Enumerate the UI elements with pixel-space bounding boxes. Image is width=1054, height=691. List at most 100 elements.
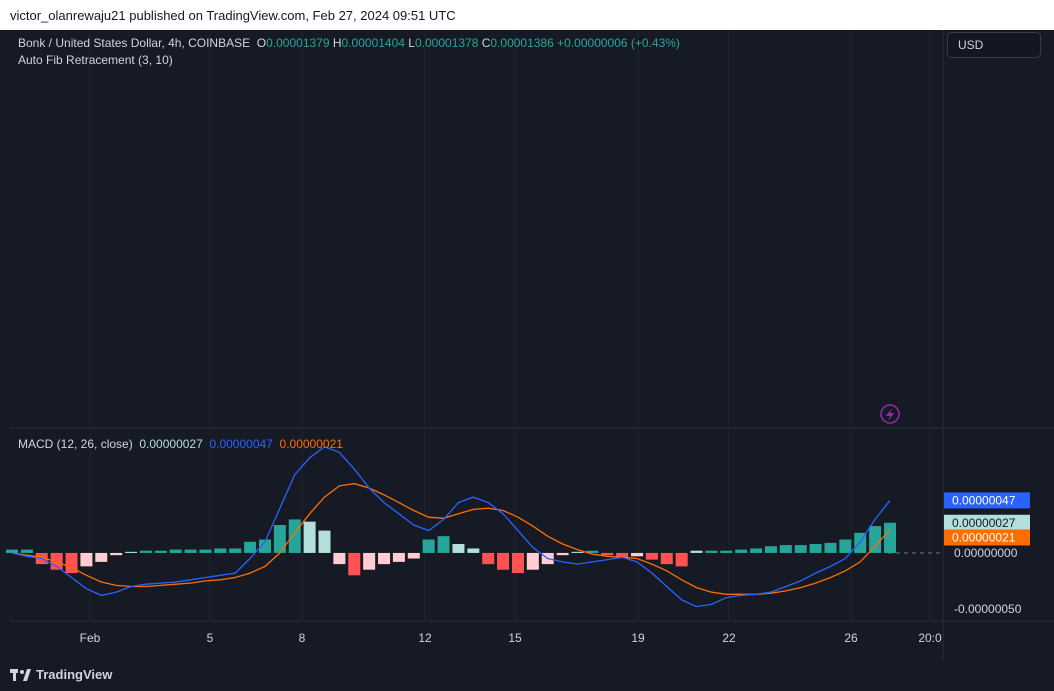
symbol-legend: Bonk / United States Dollar, 4h, COINBAS… <box>18 36 680 50</box>
macd-histogram-bar <box>184 549 197 553</box>
macd-histogram-bar <box>764 546 777 553</box>
tradingview-logo[interactable]: TradingView <box>10 667 112 682</box>
macd-histogram-bar <box>154 550 167 553</box>
macd-histogram-bar <box>794 545 807 553</box>
macd-histogram-bar <box>467 548 480 553</box>
macd-histogram-bar <box>125 551 138 553</box>
alert-icon <box>880 404 900 424</box>
open-value: 0.00001379 <box>266 36 330 50</box>
macd-histogram-bar <box>318 530 331 553</box>
macd-histogram-bar <box>378 552 391 565</box>
macd-histogram-bar <box>556 552 569 556</box>
signal-value-badge-label: 0.00000021 <box>952 530 1016 544</box>
macd-histogram-bar <box>407 552 420 559</box>
macd-histogram-bar <box>839 539 852 553</box>
time-tick-label: 8 <box>299 631 306 645</box>
macd-value-badge <box>944 492 1030 509</box>
macd-histogram-bar <box>809 544 822 553</box>
macd-histogram-bar <box>869 526 882 553</box>
lightning-icon <box>886 408 894 421</box>
close-value: 0.00001386 <box>490 36 554 50</box>
macd-histogram-bar <box>779 545 792 553</box>
macd-histogram-bar <box>631 552 644 557</box>
time-tick-label: 19 <box>631 631 645 645</box>
macd-histogram-bar <box>452 544 465 553</box>
currency-button[interactable]: USD <box>947 32 1041 58</box>
macd-histogram-bar <box>348 552 361 576</box>
macd-histogram-bar <box>601 552 614 556</box>
macd-tick-label: 0.00000000 <box>954 546 1018 560</box>
symbol-title: Bonk / United States Dollar, 4h, COINBAS… <box>18 36 251 50</box>
change-value: +0.00000006 (+0.43%) <box>557 36 680 50</box>
currency-label: USD <box>958 38 984 52</box>
low-value: 0.00001378 <box>414 36 479 50</box>
high-label: H <box>332 36 342 50</box>
brand-name: TradingView <box>36 667 113 682</box>
macd-histogram-bar <box>526 552 539 570</box>
time-tick-label: 5 <box>207 631 214 645</box>
macd-line <box>11 446 891 608</box>
fib-legend: Auto Fib Retracement (3, 10) <box>18 53 173 67</box>
macd-name: MACD (12, 26, close) <box>18 437 133 451</box>
chart-canvas[interactable]: 0.000026000.000024000.000022000.00002000… <box>0 30 1054 661</box>
fib-name: Auto Fib Retracement (3, 10) <box>18 53 173 67</box>
macd-histogram-bar <box>586 550 599 553</box>
macd-histogram-bar <box>95 552 108 562</box>
low-label: L <box>408 36 415 50</box>
high-value: 0.00001404 <box>341 36 405 50</box>
macd-histogram-bar <box>65 552 78 574</box>
macd-histogram-bar <box>244 541 257 553</box>
macd-histogram-bar <box>616 552 629 558</box>
signal-value-badge <box>944 529 1030 546</box>
macd-histogram-bar <box>20 549 33 553</box>
macd-histogram-bar <box>437 536 450 553</box>
macd-value-badge-label: 0.00000047 <box>952 493 1016 507</box>
macd-signal-value: 0.00000021 <box>279 437 343 451</box>
macd-histogram-bar <box>511 552 524 574</box>
macd-histogram-bar <box>288 519 301 553</box>
macd-histogram-bar <box>645 552 658 560</box>
publisher-line: victor_olanrewaju21 published on Trading… <box>10 8 456 23</box>
time-tick-label: 12 <box>418 631 432 645</box>
macd-histogram-bar <box>705 550 718 553</box>
macd-histogram-bar <box>735 549 748 553</box>
hist-value-badge <box>944 514 1030 531</box>
macd-histogram-bar <box>199 549 212 553</box>
macd-histogram-bar <box>258 539 271 553</box>
macd-histogram-bar <box>169 549 182 553</box>
signal-line <box>11 482 891 595</box>
macd-histogram-bar <box>482 552 495 565</box>
macd-histogram-bar <box>273 525 286 553</box>
tradingview-logo-icon <box>10 668 31 681</box>
time-tick-label: 15 <box>508 631 522 645</box>
time-tick-label: 20:0 <box>918 631 942 645</box>
macd-histogram-bar <box>497 552 510 570</box>
close-label: C <box>481 36 491 50</box>
macd-histogram-bar <box>363 552 376 570</box>
open-label: O <box>256 36 267 50</box>
macd-histogram-bar <box>333 552 346 565</box>
macd-histogram-bar <box>884 522 896 553</box>
macd-legend: MACD (12, 26, close) 0.00000027 0.000000… <box>18 437 343 451</box>
footer-bar <box>0 661 1054 691</box>
macd-histogram-bar <box>303 521 316 553</box>
macd-histogram-bar <box>80 552 93 567</box>
macd-tick-label: -0.00000050 <box>954 602 1022 616</box>
macd-histogram-bar <box>229 548 242 553</box>
macd-histogram-bar <box>392 552 405 562</box>
macd-histogram-bar <box>214 548 227 553</box>
macd-histogram-bar <box>571 551 584 553</box>
macd-hist-value: 0.00000027 <box>139 437 203 451</box>
time-tick-label: 26 <box>844 631 858 645</box>
macd-histogram-bar <box>750 548 763 553</box>
macd-histogram-bar <box>690 550 703 553</box>
macd-line-value: 0.00000047 <box>209 437 273 451</box>
publisher-bar: victor_olanrewaju21 published on Trading… <box>0 0 1054 30</box>
macd-histogram-bar <box>660 552 673 565</box>
time-tick-label: Feb <box>80 631 101 645</box>
time-tick-label: 22 <box>722 631 736 645</box>
macd-histogram-bar <box>422 539 435 553</box>
hist-value-badge-label: 0.00000027 <box>952 516 1016 530</box>
macd-histogram-bar <box>139 550 152 553</box>
macd-histogram-bar <box>720 550 733 553</box>
